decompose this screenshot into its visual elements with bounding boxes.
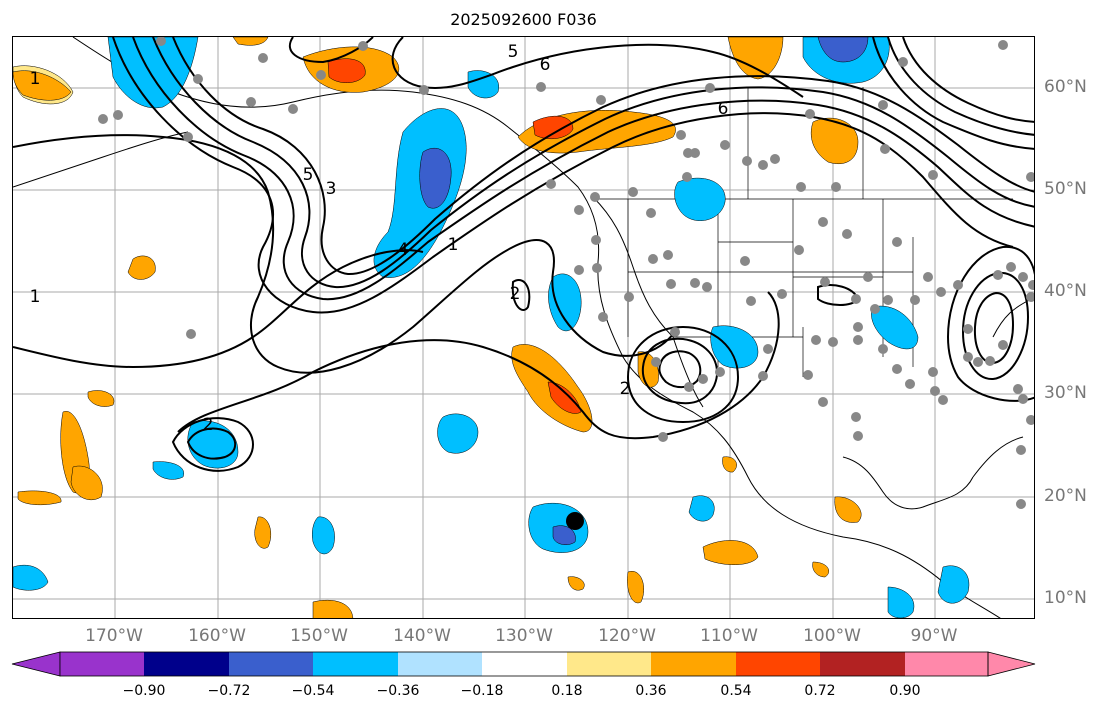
contour-label: 6 [540, 55, 551, 75]
colorbar-tick: −0.90 [122, 683, 166, 699]
contour-label: 1 [448, 235, 459, 255]
colorbar-swatch [905, 652, 988, 676]
lat-label: 30°N [1044, 383, 1087, 403]
colorbar-swatch [820, 652, 905, 676]
contour-label: 1 [30, 69, 41, 89]
contour-label: 6 [718, 99, 729, 119]
colorbar-swatch [60, 652, 144, 676]
lon-label: 110°W [700, 626, 758, 646]
station-markers [98, 37, 1034, 509]
contour-label-group: 1 1 2 2 2 3 4 5 5 6 6 1 [30, 42, 729, 435]
map-panel: 1 1 2 2 2 3 4 5 5 6 6 1 [12, 36, 1035, 619]
lon-label: 170°W [85, 626, 143, 646]
colorbar-over-arrow [987, 651, 1036, 677]
colorbar-swatch [651, 652, 736, 676]
contour-label: 5 [303, 165, 314, 185]
colorbar-swatch [567, 652, 651, 676]
colorbar-tick: 0.18 [551, 683, 583, 699]
colorbar-tick: −0.36 [376, 683, 420, 699]
lon-label: 90°W [910, 626, 958, 646]
colorbar-tick: 0.36 [635, 683, 667, 699]
contour-label: 4 [398, 240, 409, 260]
colorbar-swatch [736, 652, 820, 676]
colorbar-swatch [482, 652, 567, 676]
colorbar-swatch [229, 652, 313, 676]
tracked-point-marker [566, 512, 584, 530]
colorbar-tick: −0.72 [207, 683, 251, 699]
colorbar-tick: −0.54 [291, 683, 335, 699]
lat-label: 60°N [1044, 77, 1087, 97]
colorbar-under-arrow [11, 651, 61, 677]
lat-label: 20°N [1044, 486, 1087, 506]
colorbar-swatch [144, 652, 229, 676]
colorbar-tick: 0.90 [889, 683, 921, 699]
colorbar-tick: 0.72 [804, 683, 836, 699]
map-title: 2025092600 F036 [450, 10, 597, 29]
contour-label: 2 [510, 284, 521, 304]
lat-label: 50°N [1044, 179, 1087, 199]
colorbar [11, 651, 1036, 677]
negative-shading [13, 37, 970, 618]
contour-label: 2 [620, 379, 631, 399]
colorbar-swatch [313, 652, 398, 676]
lon-label: 100°W [803, 626, 861, 646]
map-canvas: 1 1 2 2 2 3 4 5 5 6 6 1 [13, 37, 1034, 618]
colorbar-tick: −0.18 [460, 683, 504, 699]
lon-label: 120°W [598, 626, 656, 646]
lat-label: 10°N [1044, 588, 1087, 608]
lon-label: 150°W [290, 626, 348, 646]
contour-label: 3 [326, 179, 337, 199]
contour-label: 1 [30, 287, 41, 307]
colorbar-swatch [398, 652, 482, 676]
contour-label: 5 [508, 42, 519, 62]
lon-label: 130°W [495, 626, 553, 646]
contour-label: 2 [203, 415, 214, 435]
lon-label: 140°W [393, 626, 451, 646]
colorbar-tick: 0.54 [720, 683, 752, 699]
lon-label: 160°W [188, 626, 246, 646]
lat-label: 40°N [1044, 281, 1087, 301]
